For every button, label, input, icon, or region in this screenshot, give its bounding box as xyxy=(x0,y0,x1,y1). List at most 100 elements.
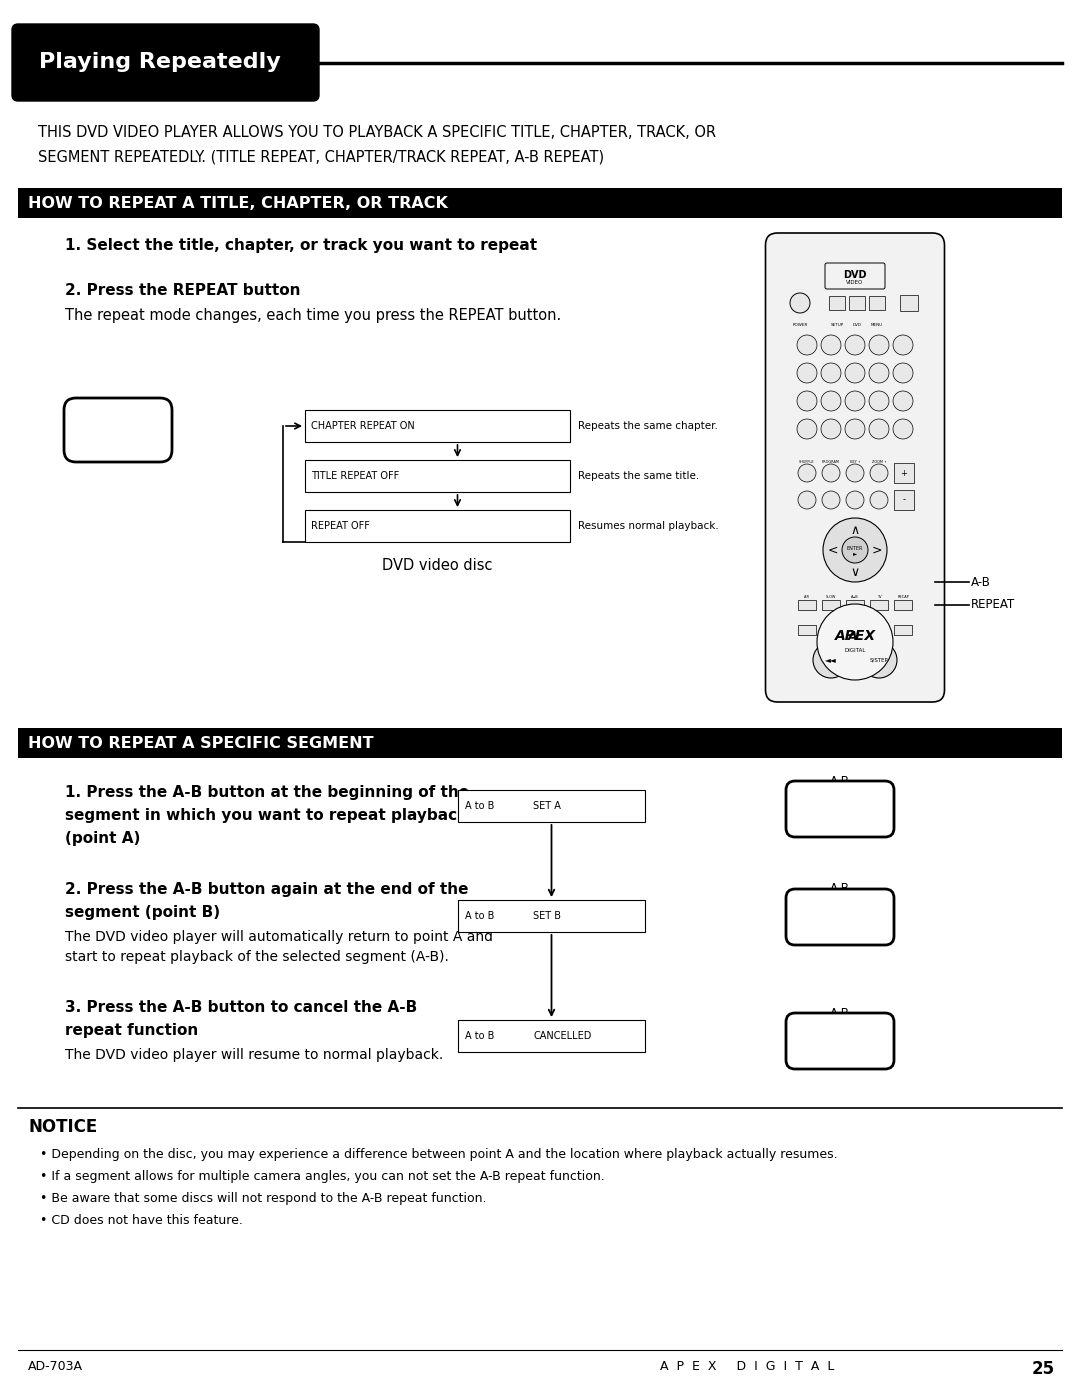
Text: 25: 25 xyxy=(1031,1361,1055,1377)
Bar xyxy=(870,599,888,610)
Circle shape xyxy=(869,335,889,355)
Text: A to B: A to B xyxy=(465,911,495,921)
Text: HOW TO REPEAT A TITLE, CHAPTER, OR TRACK: HOW TO REPEAT A TITLE, CHAPTER, OR TRACK xyxy=(28,196,448,211)
Text: VIDEO: VIDEO xyxy=(847,281,864,285)
Text: 2. Press the REPEAT button: 2. Press the REPEAT button xyxy=(65,284,300,298)
Text: HOW TO REPEAT A SPECIFIC SEGMENT: HOW TO REPEAT A SPECIFIC SEGMENT xyxy=(28,735,374,750)
Bar xyxy=(822,624,840,636)
Text: REPEAT: REPEAT xyxy=(97,398,139,408)
Text: • CD does not have this feature.: • CD does not have this feature. xyxy=(40,1214,243,1227)
Circle shape xyxy=(893,391,913,411)
Text: segment in which you want to repeat playback: segment in which you want to repeat play… xyxy=(65,807,468,823)
Circle shape xyxy=(797,363,816,383)
Text: The DVD video player will automatically return to point A and: The DVD video player will automatically … xyxy=(65,930,492,944)
Text: DVD video disc: DVD video disc xyxy=(382,557,492,573)
Bar xyxy=(305,409,570,441)
Bar xyxy=(894,599,912,610)
Circle shape xyxy=(845,363,865,383)
Text: ∧: ∧ xyxy=(850,524,860,536)
Text: >: > xyxy=(872,543,882,556)
Text: 1. Select the title, chapter, or track you want to repeat: 1. Select the title, chapter, or track y… xyxy=(65,237,537,253)
Circle shape xyxy=(869,363,889,383)
Text: SLOW: SLOW xyxy=(826,595,836,599)
Text: CHAPTER REPEAT ON: CHAPTER REPEAT ON xyxy=(311,420,415,432)
Text: A-B: A-B xyxy=(831,775,850,788)
Text: POWER: POWER xyxy=(793,323,808,327)
Text: SET A: SET A xyxy=(534,800,561,812)
FancyBboxPatch shape xyxy=(786,781,894,837)
Bar xyxy=(869,296,885,310)
Text: SHUFFLE: SHUFFLE xyxy=(799,460,814,464)
Text: A to B: A to B xyxy=(465,1031,495,1041)
Text: KEY ↑: KEY ↑ xyxy=(850,460,861,464)
Text: A↔B: A↔B xyxy=(851,595,859,599)
Text: A-B: A-B xyxy=(831,1007,850,1020)
Text: SEGMENT REPEATEDLY. (TITLE REPEAT, CHAPTER/TRACK REPEAT, A-B REPEAT): SEGMENT REPEATEDLY. (TITLE REPEAT, CHAPT… xyxy=(38,149,604,165)
Circle shape xyxy=(893,363,913,383)
Text: • Be aware that some discs will not respond to the A-B repeat function.: • Be aware that some discs will not resp… xyxy=(40,1192,486,1206)
FancyBboxPatch shape xyxy=(12,24,319,101)
Text: 2. Press the A-B button again at the end of the: 2. Press the A-B button again at the end… xyxy=(65,882,469,897)
Circle shape xyxy=(845,335,865,355)
Text: (point A): (point A) xyxy=(65,831,140,847)
Text: repeat function: repeat function xyxy=(65,1023,199,1038)
Bar xyxy=(894,624,912,636)
Text: DIGITAL: DIGITAL xyxy=(845,647,866,652)
Circle shape xyxy=(869,391,889,411)
Text: Repeats the same chapter.: Repeats the same chapter. xyxy=(578,420,718,432)
Text: Playing Repeatedly: Playing Repeatedly xyxy=(39,53,281,73)
Text: ◄◄: ◄◄ xyxy=(825,655,837,665)
Bar xyxy=(846,599,864,610)
Text: <: < xyxy=(827,543,838,556)
Text: A  P  E  X     D  I  G  I  T  A  L: A P E X D I G I T A L xyxy=(660,1361,835,1373)
Circle shape xyxy=(861,643,897,678)
Text: A.R: A.R xyxy=(804,595,810,599)
Text: ZOOM ↑: ZOOM ↑ xyxy=(872,460,887,464)
Circle shape xyxy=(797,391,816,411)
Text: 3. Press the A-B button to cancel the A-B: 3. Press the A-B button to cancel the A-… xyxy=(65,1000,417,1016)
Text: THIS DVD VIDEO PLAYER ALLOWS YOU TO PLAYBACK A SPECIFIC TITLE, CHAPTER, TRACK, O: THIS DVD VIDEO PLAYER ALLOWS YOU TO PLAY… xyxy=(38,124,716,140)
Bar xyxy=(458,789,645,821)
Circle shape xyxy=(870,464,888,482)
Circle shape xyxy=(822,464,840,482)
Text: DVD: DVD xyxy=(852,323,862,327)
Text: A: A xyxy=(848,630,858,644)
Text: • If a segment allows for multiple camera angles, you can not set the A-B repeat: • If a segment allows for multiple camer… xyxy=(40,1171,605,1183)
Circle shape xyxy=(797,335,816,355)
Bar xyxy=(18,728,1062,759)
Bar xyxy=(870,624,888,636)
Circle shape xyxy=(821,391,841,411)
Bar xyxy=(900,295,918,312)
Circle shape xyxy=(869,419,889,439)
Text: A-B: A-B xyxy=(971,576,990,588)
Text: MENU: MENU xyxy=(870,323,883,327)
Circle shape xyxy=(797,419,816,439)
Text: REPEAT: REPEAT xyxy=(971,598,1015,612)
Text: DVD: DVD xyxy=(843,270,867,279)
Text: PROGRAM: PROGRAM xyxy=(822,460,840,464)
Text: SET B: SET B xyxy=(534,911,561,921)
Circle shape xyxy=(846,490,864,509)
Text: NOTICE: NOTICE xyxy=(28,1118,97,1136)
Text: Repeats the same title.: Repeats the same title. xyxy=(578,471,699,481)
Text: segment (point B): segment (point B) xyxy=(65,905,220,921)
Circle shape xyxy=(893,419,913,439)
Bar xyxy=(894,490,914,510)
Circle shape xyxy=(816,604,893,680)
Bar xyxy=(305,510,570,542)
Bar xyxy=(894,462,914,483)
Bar xyxy=(829,296,845,310)
Circle shape xyxy=(845,419,865,439)
FancyBboxPatch shape xyxy=(825,263,885,289)
FancyBboxPatch shape xyxy=(786,888,894,944)
Text: A-B: A-B xyxy=(831,882,850,895)
Text: start to repeat playback of the selected segment (A-B).: start to repeat playback of the selected… xyxy=(65,950,449,964)
FancyBboxPatch shape xyxy=(766,233,945,703)
Bar xyxy=(798,624,816,636)
Text: +: + xyxy=(901,468,907,478)
Text: APEX: APEX xyxy=(835,629,876,643)
Circle shape xyxy=(823,518,887,583)
Text: ∨: ∨ xyxy=(850,566,860,578)
Bar xyxy=(798,599,816,610)
Circle shape xyxy=(822,490,840,509)
